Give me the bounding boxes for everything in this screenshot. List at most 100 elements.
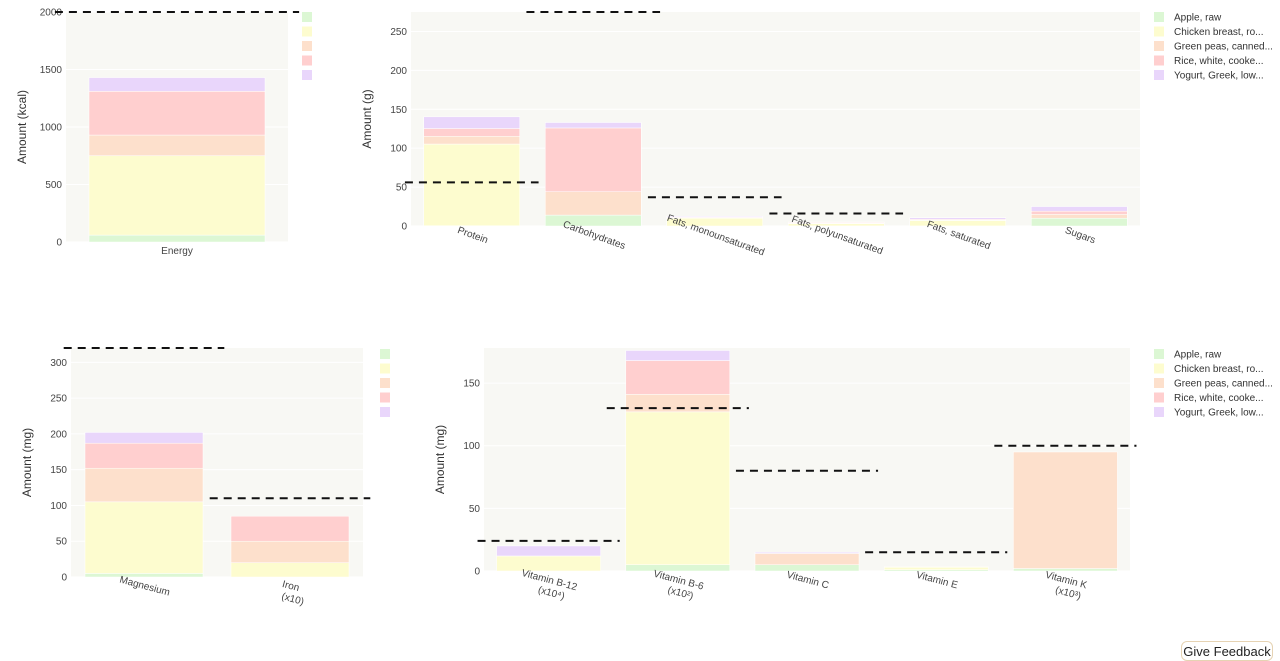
bar-segment <box>1031 217 1128 227</box>
legend-swatch <box>302 12 312 22</box>
bar-segment <box>754 551 860 554</box>
bar-segment <box>1013 451 1118 569</box>
give-feedback-button[interactable]: Give Feedback <box>1181 641 1273 661</box>
y-tick-label: 500 <box>45 180 62 191</box>
bar-segment <box>230 540 350 563</box>
legend-label: Apple, raw <box>1174 13 1222 24</box>
bar-segment <box>88 134 266 157</box>
legend-swatch <box>380 363 390 374</box>
legend-swatch <box>302 41 312 51</box>
chart-1: 0 500 1000 1500 2000 Amount (kcal) Energy <box>15 8 312 257</box>
bar-segment <box>496 545 601 557</box>
bar-segment <box>230 515 350 542</box>
chart-3: 0 50 100 150 200 250 300 Amount (mg) Magnesium Ir… <box>20 347 390 608</box>
bar-segment <box>545 214 642 227</box>
bar-segment <box>625 350 731 361</box>
y-axis-title: Amount (g) <box>360 89 374 148</box>
y-tick-label: 150 <box>463 379 480 390</box>
legend-label: Rice, white, cooke... <box>1174 393 1263 404</box>
legend-swatch <box>380 407 390 417</box>
bar-segment <box>88 234 266 243</box>
legend-swatch <box>380 378 390 388</box>
bar-segment <box>1031 210 1128 215</box>
legend-label: Yogurt, Greek, low... <box>1174 408 1264 419</box>
y-tick-label: 300 <box>50 358 67 369</box>
y-tick-label: 50 <box>469 504 481 515</box>
y-tick-label: 100 <box>390 144 407 155</box>
bar-segment <box>883 566 989 568</box>
x-tick-suffix: (x10) <box>280 591 305 608</box>
y-tick-label: 100 <box>50 501 67 512</box>
legend-swatch <box>380 392 390 403</box>
legend-swatch <box>1154 378 1164 388</box>
legend-label: Green peas, canned... <box>1174 379 1273 390</box>
legend-label: Chicken breast, ro... <box>1174 27 1263 38</box>
legend-swatch <box>302 26 312 37</box>
bar-segment <box>754 564 860 572</box>
y-tick-label: 0 <box>56 238 62 249</box>
legend-swatch <box>1154 41 1164 51</box>
legend-swatch <box>1154 363 1164 374</box>
y-tick-label: 1500 <box>40 65 63 76</box>
bar-segment <box>625 360 731 395</box>
y-tick-label: 0 <box>401 222 407 233</box>
bar-segment <box>909 220 1006 227</box>
y-tick-label: 50 <box>396 183 408 194</box>
y-tick-label: 150 <box>390 105 407 116</box>
bar-segment <box>423 116 520 129</box>
bar-segment <box>909 217 1006 220</box>
x-tick-label: Magnesium <box>118 575 171 599</box>
y-axis-title: Amount (mg) <box>433 425 447 494</box>
bar-segment <box>625 564 731 572</box>
x-tick-label: Iron <box>281 579 300 594</box>
legend-label: Yogurt, Greek, low... <box>1174 71 1264 82</box>
bar-segment <box>88 155 266 236</box>
bar-segment <box>1031 214 1128 219</box>
y-tick-label: 250 <box>390 27 407 38</box>
x-tick-label: Energy <box>161 246 193 257</box>
bar-segment <box>230 562 350 578</box>
legend-swatch <box>1154 407 1164 417</box>
bar-segment <box>423 128 520 137</box>
bar-segment <box>423 136 520 145</box>
bar-segment <box>84 442 204 469</box>
bar-segment <box>84 573 204 578</box>
legend-swatch <box>302 55 312 66</box>
plot-area <box>411 12 1140 226</box>
y-tick-label: 50 <box>56 537 68 548</box>
y-tick-label: 200 <box>50 429 67 440</box>
y-tick-label: 2000 <box>40 8 63 19</box>
bar-segment <box>625 394 731 413</box>
bar-segment <box>84 432 204 444</box>
legend-swatch <box>1154 55 1164 66</box>
legend-swatch <box>302 70 312 80</box>
bar-segment <box>883 566 989 570</box>
legend-swatch <box>380 349 390 359</box>
bar-segment <box>545 122 642 129</box>
legend-swatch <box>1154 349 1164 359</box>
bar-segment <box>88 77 266 92</box>
legend-label: Green peas, canned... <box>1174 42 1273 53</box>
bar-segment <box>88 91 266 136</box>
x-tick-label: Sugars <box>1063 225 1097 246</box>
bar-segment <box>1031 206 1128 212</box>
legend-swatch <box>1154 26 1164 37</box>
bar-segment <box>84 467 204 503</box>
y-tick-label: 0 <box>474 567 480 578</box>
y-tick-label: 250 <box>50 394 67 405</box>
y-tick-label: 100 <box>463 441 480 452</box>
legend-label: Chicken breast, ro... <box>1174 364 1263 375</box>
legend-swatch <box>1154 392 1164 403</box>
x-tick-label: Vitamin C <box>785 570 830 592</box>
legend-label: Apple, raw <box>1174 350 1222 361</box>
y-tick-label: 0 <box>61 573 67 584</box>
y-axis-title: Amount (kcal) <box>15 90 29 164</box>
bar-segment <box>1013 568 1118 572</box>
bar-segment <box>754 553 860 565</box>
bar-segment <box>423 143 520 227</box>
bar-segment <box>84 501 204 574</box>
bar-segment <box>496 555 601 572</box>
